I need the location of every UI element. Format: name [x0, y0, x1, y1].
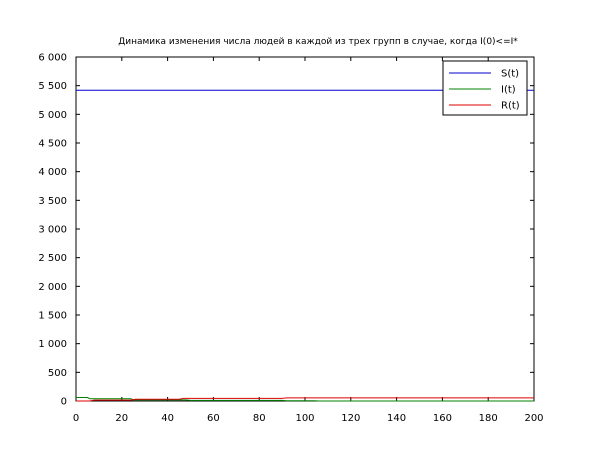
chart-title: Динамика изменения числа людей в каждой … — [118, 37, 518, 47]
y-tick-label: 500 — [48, 368, 67, 379]
y-tick-label: 4 000 — [38, 167, 67, 178]
plot-area: 0 500 1 000 1 500 2 000 2 500 3 000 3 500 4 000 4… — [38, 53, 543, 425]
legend-label: R(t) — [501, 101, 520, 112]
y-tick-label: 1 000 — [38, 339, 67, 350]
series-line-I(t) — [76, 397, 534, 402]
y-tick-label: 3 500 — [38, 196, 67, 207]
x-tick-label: 120 — [341, 413, 360, 424]
x-tick-label: 200 — [524, 413, 543, 424]
x-tick-label: 0 — [73, 413, 79, 424]
y-tick-label: 5 000 — [38, 110, 67, 121]
y-tick-label: 0 — [61, 397, 67, 408]
x-tick-label: 140 — [387, 413, 406, 424]
x-tick-label: 80 — [253, 413, 266, 424]
x-tick-label: 100 — [295, 413, 314, 424]
y-tick-label: 2 000 — [38, 282, 67, 293]
y-tick-label: 5 500 — [38, 81, 67, 92]
y-tick-label: 6 000 — [38, 53, 67, 64]
series-line-R(t) — [76, 397, 534, 402]
y-tick-label: 3 000 — [38, 225, 67, 236]
legend-label: S(t) — [501, 69, 519, 80]
x-tick-label: 180 — [479, 413, 498, 424]
y-tick-label: 1 500 — [38, 311, 67, 322]
x-tick-label: 60 — [207, 413, 220, 424]
x-tick-label: 160 — [433, 413, 452, 424]
x-tick-label: 40 — [161, 413, 174, 424]
legend-box — [442, 60, 528, 116]
y-tick-label: 4 500 — [38, 139, 67, 150]
legend-label: I(t) — [501, 85, 516, 96]
y-tick-label: 2 500 — [38, 253, 67, 264]
legend: S(t) I(t) R(t) — [442, 60, 528, 116]
x-tick-label: 20 — [115, 413, 128, 424]
